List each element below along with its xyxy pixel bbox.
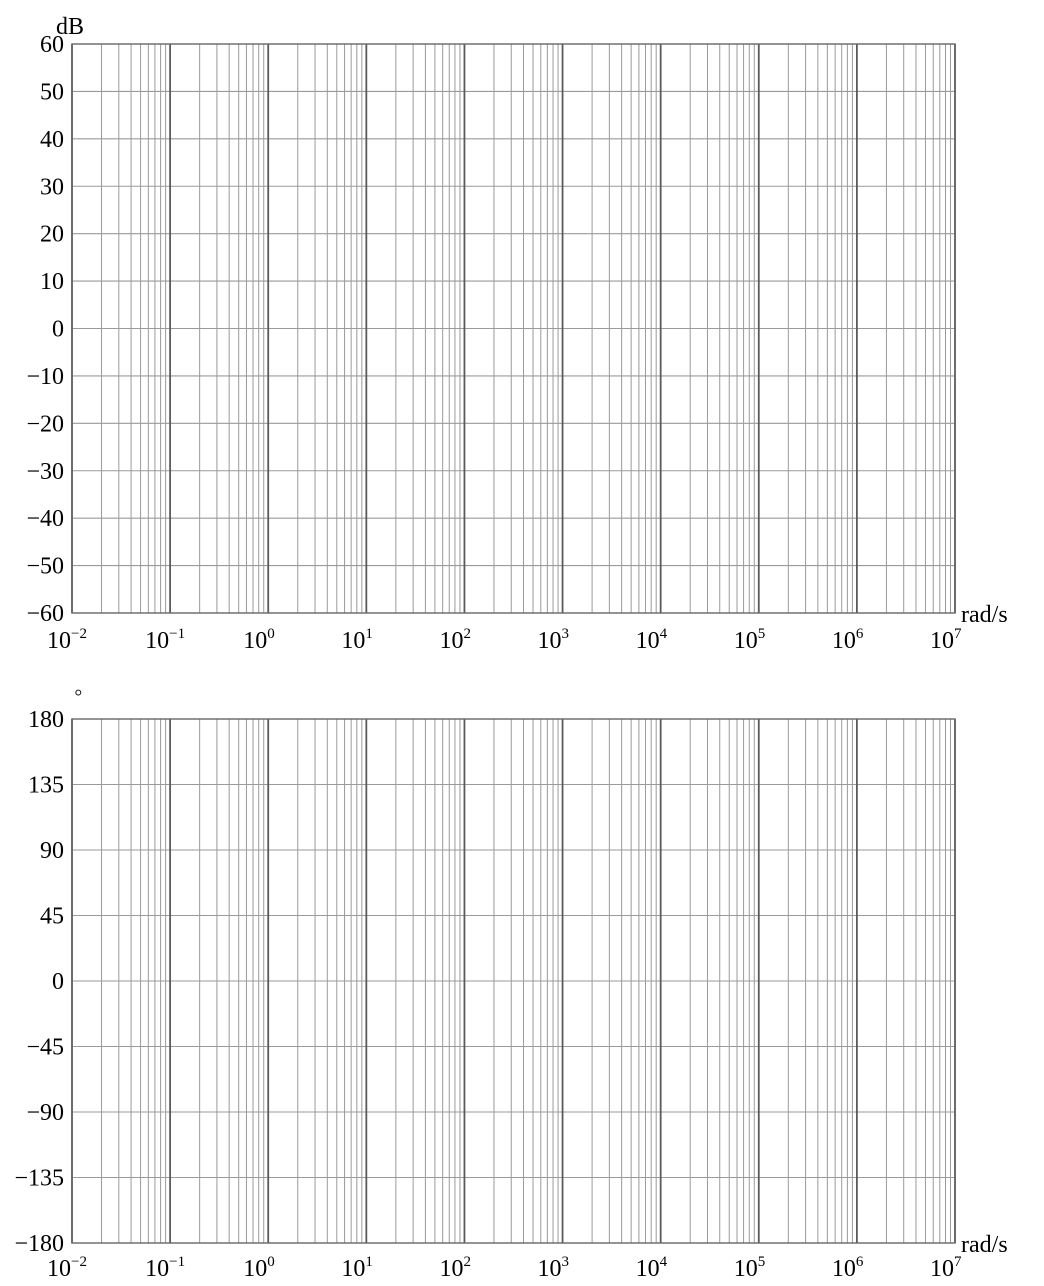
- y-tick-label: 30: [40, 174, 64, 200]
- x-tick-label: 106: [832, 626, 864, 654]
- y-tick-label: 45: [40, 904, 64, 930]
- y-tick-label: 20: [40, 222, 64, 248]
- x-tick-label: 10−1: [145, 626, 185, 654]
- y-axis-label: ◦: [74, 680, 83, 706]
- x-tick-label: 102: [439, 626, 471, 654]
- y-tick-label: −60: [26, 601, 64, 627]
- x-tick-label: 107: [930, 626, 962, 654]
- y-tick-label: −30: [26, 459, 64, 485]
- phase-plot: 180 135 90 45 0 −45 −90 −135 −180 ◦ 10−2 10−1 100 101…: [14, 680, 1007, 1282]
- x-tick-label: 100: [243, 1254, 275, 1282]
- y-tick-label: 135: [28, 773, 64, 799]
- plot-frame: [71, 718, 956, 1244]
- y-tick-label: −135: [14, 1166, 64, 1192]
- x-tick-label: 103: [538, 1254, 570, 1282]
- y-tick-label: −45: [26, 1035, 64, 1061]
- x-tick-label: 10−1: [145, 1254, 185, 1282]
- plot-frame: [71, 43, 956, 614]
- x-tick-label: 105: [734, 626, 766, 654]
- x-tick-label: 101: [341, 1254, 373, 1282]
- x-tick-label: 102: [439, 1254, 471, 1282]
- x-axis-label: rad/s: [961, 602, 1008, 628]
- x-tick-label: 10−2: [47, 626, 87, 654]
- x-tick-label: 107: [930, 1254, 962, 1282]
- x-axis-label: rad/s: [961, 1232, 1008, 1258]
- y-tick-label: −10: [26, 364, 64, 390]
- y-tick-label: 0: [52, 317, 64, 343]
- y-tick-label: −90: [26, 1100, 64, 1126]
- y-tick-label: −20: [26, 411, 64, 437]
- y-tick-label: 50: [40, 79, 64, 105]
- x-tick-label: 104: [636, 626, 668, 654]
- y-tick-label: −40: [26, 506, 64, 532]
- y-tick-label: −180: [14, 1231, 64, 1257]
- y-tick-label: 0: [52, 969, 64, 995]
- x-tick-label: 104: [636, 1254, 668, 1282]
- x-tick-label: 101: [341, 626, 373, 654]
- x-tick-label: 106: [832, 1254, 864, 1282]
- y-tick-label: 90: [40, 838, 64, 864]
- y-tick-label: −50: [26, 554, 64, 580]
- x-tick-label: 103: [538, 626, 570, 654]
- y-tick-label: 10: [40, 269, 64, 295]
- x-tick-label: 10−2: [47, 1254, 87, 1282]
- x-tick-label: 100: [243, 626, 275, 654]
- y-tick-label: 180: [28, 707, 64, 733]
- y-axis-label: dB: [56, 14, 84, 40]
- y-tick-label: 60: [40, 32, 64, 58]
- x-tick-label: 105: [734, 1254, 766, 1282]
- y-tick-label: 40: [40, 127, 64, 153]
